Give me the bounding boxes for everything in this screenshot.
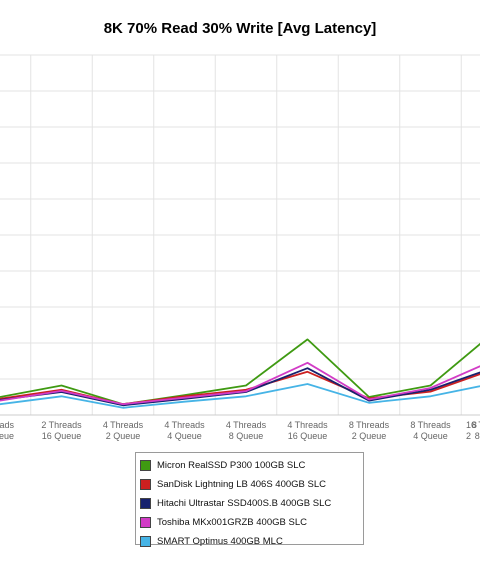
- legend-item: Micron RealSSD P300 100GB SLC: [140, 456, 363, 475]
- x-tick-label: 16 Queue: [42, 431, 82, 441]
- legend-label: SMART Optimus 400GB MLC: [157, 536, 283, 547]
- x-tick-label: 2 Queue: [352, 431, 387, 441]
- x-tick-label: 2: [466, 431, 471, 441]
- legend-swatch: [140, 479, 151, 490]
- x-tick-label: 8 Queue: [229, 431, 264, 441]
- x-tick-label: 4 Threads: [164, 420, 205, 430]
- x-tick-label: 2 Threads: [41, 420, 82, 430]
- legend-swatch: [140, 536, 151, 547]
- legend-label: Toshiba MKx001GRZB 400GB SLC: [157, 517, 307, 528]
- legend-label: Micron RealSSD P300 100GB SLC: [157, 460, 306, 471]
- legend-swatch: [140, 498, 151, 509]
- x-tick-label: 8 Threads: [472, 420, 480, 430]
- x-tick-label: 4 Queue: [167, 431, 202, 441]
- x-tick-label: Threads: [0, 420, 14, 430]
- series-lines: [0, 338, 480, 409]
- x-tick-label: 4 Queue: [413, 431, 448, 441]
- legend: Micron RealSSD P300 100GB SLC SanDisk Lig…: [135, 452, 364, 547]
- x-tick-label: 4 Threads: [103, 420, 144, 430]
- legend-item: Hitachi Ultrastar SSD400S.B 400GB SLC: [140, 494, 363, 513]
- legend-item: SanDisk Lightning LB 406S 400GB SLC: [140, 475, 363, 494]
- x-tick-label: 8 Queue: [475, 431, 480, 441]
- x-tick-label: 8 Threads: [349, 420, 390, 430]
- series-line-0: [0, 338, 480, 406]
- grid-lines: [0, 54, 480, 415]
- legend-item: SMART Optimus 400GB MLC: [140, 532, 363, 551]
- x-tick-label: 4 Threads: [287, 420, 328, 430]
- series-line-3: [0, 361, 480, 406]
- legend-label: SanDisk Lightning LB 406S 400GB SLC: [157, 479, 326, 490]
- legend-swatch: [140, 460, 151, 471]
- chart-title: 8K 70% Read 30% Write [Avg Latency]: [103, 20, 377, 37]
- x-tick-label: 8 Threads: [410, 420, 451, 430]
- series-line-4: [0, 383, 480, 409]
- legend-item: Toshiba MKx001GRZB 400GB SLC: [140, 513, 363, 532]
- legend-swatch: [140, 517, 151, 528]
- x-tick-label: 2 Queue: [106, 431, 141, 441]
- x-tick-label: 16 T: [466, 420, 480, 430]
- x-tick-label: 16 Queue: [288, 431, 328, 441]
- x-tick-label: Queue: [0, 431, 14, 441]
- series-line-2: [0, 367, 480, 407]
- legend-label: Hitachi Ultrastar SSD400S.B 400GB SLC: [157, 498, 332, 509]
- x-tick-label: 4 Threads: [226, 420, 267, 430]
